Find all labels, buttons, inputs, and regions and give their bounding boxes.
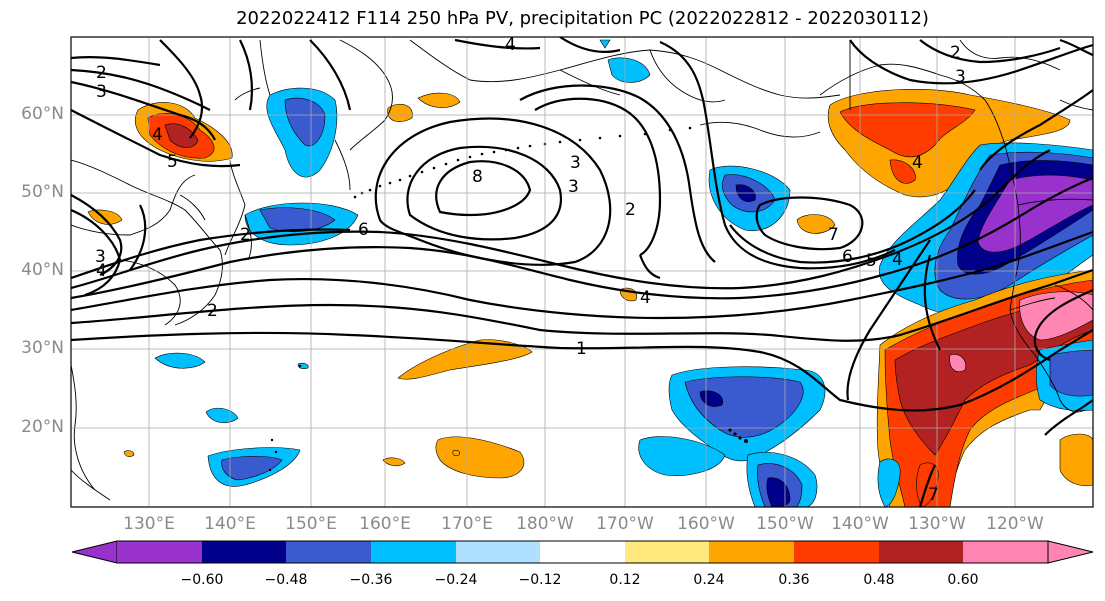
- contour-label-4: 4: [912, 153, 923, 173]
- contour-label-2: 2: [625, 200, 636, 220]
- lon-label-160e: 160°E: [359, 514, 411, 534]
- contour-label-1: 1: [576, 339, 587, 359]
- colorbar-tick: 0.36: [778, 572, 810, 588]
- island-dots: [268, 126, 748, 472]
- colorbar-segment: [456, 541, 540, 563]
- lon-label-180w: 180°W: [516, 514, 574, 534]
- colorbar-tick: −0.60: [180, 572, 224, 588]
- lon-label-160w: 160°W: [677, 514, 735, 534]
- contour-label-4: 4: [505, 35, 516, 55]
- contour-label-7: 7: [828, 225, 839, 245]
- contour-label-2: 2: [240, 225, 251, 245]
- lon-label-120w: 120°W: [986, 514, 1044, 534]
- colorbar-segment: [625, 541, 709, 563]
- map-frame: [70, 36, 1094, 508]
- colorbar-tick: −0.12: [518, 572, 562, 588]
- contour-label-5: 5: [167, 152, 178, 172]
- lon-label-150e: 150°E: [285, 514, 337, 534]
- lon-label-150w: 150°W: [756, 514, 814, 534]
- colorbar: [71, 540, 1094, 564]
- map-panel: 1 2 2 2 2 2 3 3 3 3 3 4 4 4 4 4 4 5 5 6 …: [71, 35, 1093, 507]
- contour-label-7: 7: [928, 485, 939, 505]
- contour-label-3: 3: [955, 67, 966, 87]
- contour-label-3: 3: [568, 177, 579, 197]
- precip-shading: [87, 39, 1093, 507]
- colorbar-tick: −0.48: [264, 572, 308, 588]
- colorbar-segment: [794, 541, 879, 563]
- lon-label-170w: 170°W: [596, 514, 654, 534]
- lon-label-140e: 140°E: [204, 514, 256, 534]
- lat-label-20n: 20°N: [21, 417, 64, 437]
- contour-label-4: 4: [152, 125, 163, 145]
- lon-label-130e: 130°E: [123, 514, 175, 534]
- lon-label-140w: 140°W: [831, 514, 889, 534]
- lon-label-170e: 170°E: [441, 514, 493, 534]
- contour-label-3: 3: [95, 247, 106, 267]
- lat-label-60n: 60°N: [21, 104, 64, 124]
- colorbar-tick: 0.24: [693, 572, 725, 588]
- contour-label-8: 8: [472, 167, 483, 187]
- colorbar-extend-low: [71, 540, 118, 564]
- lat-label-50n: 50°N: [21, 182, 64, 202]
- colorbar-extend-high: [1047, 540, 1094, 564]
- contour-label-6: 6: [842, 247, 853, 267]
- contour-label-3: 3: [570, 153, 581, 173]
- colorbar-tick: 0.48: [863, 572, 895, 588]
- pv-contours: [71, 37, 1093, 507]
- colorbar-segment: [879, 541, 963, 563]
- gridlines: [71, 37, 1093, 507]
- contour-label-2: 2: [96, 63, 107, 83]
- contour-label-4: 4: [892, 250, 903, 270]
- colorbar-tick: 0.60: [947, 572, 979, 588]
- coastlines: [71, 39, 1093, 501]
- contour-labels: 1 2 2 2 2 2 3 3 3 3 3 4 4 4 4 4 4 5 5 6 …: [95, 35, 966, 505]
- colorbar-tick: −0.24: [434, 572, 478, 588]
- contour-label-3: 3: [96, 82, 107, 102]
- colorbar-segment: [540, 541, 625, 563]
- lat-label-30n: 30°N: [21, 338, 64, 358]
- contour-label-2: 2: [207, 301, 218, 321]
- contour-label-5: 5: [866, 251, 877, 271]
- colorbar-segment: [202, 541, 286, 563]
- contour-label-6: 6: [358, 220, 369, 240]
- colorbar-segment: [963, 541, 1048, 563]
- lat-label-40n: 40°N: [21, 260, 64, 280]
- colorbar-segment: [709, 541, 794, 563]
- figure-title: 2022022412 F114 250 hPa PV, precipitatio…: [236, 8, 929, 29]
- colorbar-segment: [371, 541, 456, 563]
- colorbar-segment: [286, 541, 371, 563]
- colorbar-segment: [117, 541, 202, 563]
- contour-label-4: 4: [640, 288, 651, 308]
- colorbar-tick: −0.36: [349, 572, 393, 588]
- lon-label-130w: 130°W: [908, 514, 966, 534]
- contour-label-4: 4: [96, 261, 107, 281]
- colorbar-tick: 0.12: [609, 572, 641, 588]
- contour-label-2: 2: [950, 43, 961, 63]
